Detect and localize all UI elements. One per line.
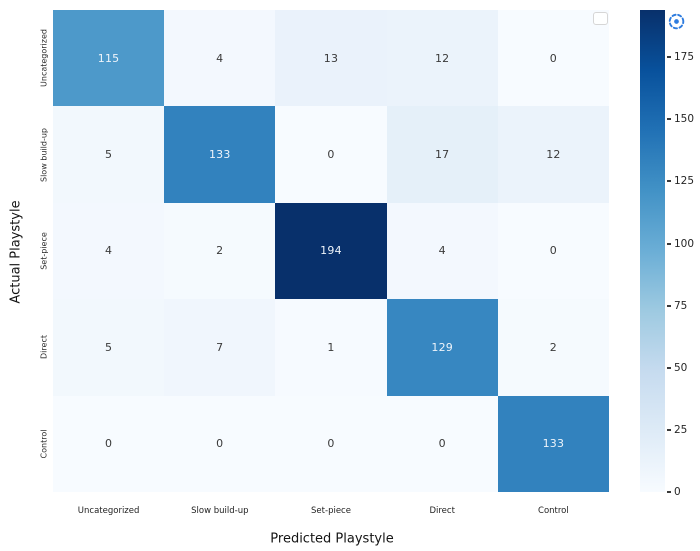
colorbar-tick-label: 125 — [674, 175, 695, 188]
heatmap-cell-value: 0 — [327, 437, 335, 451]
x-tick-label: Control — [538, 506, 569, 516]
colorbar-tick-label: 150 — [674, 113, 695, 126]
heatmap-cell: 133 — [497, 395, 609, 492]
heatmap-cell: 115 — [53, 10, 165, 107]
colorbar-tick-mark — [667, 491, 671, 493]
heatmap-cell-value: 2 — [549, 340, 557, 354]
heatmap-cell: 12 — [386, 10, 498, 107]
colorbar-tick-mark — [667, 56, 671, 59]
heatmap-cell-value: 7 — [216, 340, 224, 354]
heatmap-cell-value: 1 — [327, 340, 335, 354]
heatmap-cell-value: 13 — [323, 51, 339, 65]
colorbar-tick-mark — [667, 428, 671, 431]
heatmap-cell: 0 — [53, 395, 165, 492]
image-loading-icon — [668, 13, 685, 30]
y-axis-title: Actual Playstyle — [8, 200, 24, 304]
y-tick-label: Slow build-up — [39, 127, 49, 182]
heatmap-plot-area: 115 4 13 12 0 5 133 0 17 12 4 2 194 4 0 5 7 1 129 2 0 0 0 0 133 — [53, 10, 609, 492]
heatmap-cell: 0 — [275, 106, 387, 203]
heatmap-cell: 17 — [386, 106, 498, 203]
heatmap-cell: 13 — [275, 10, 387, 107]
heatmap-cell-value: 133 — [542, 437, 565, 451]
heatmap-cell: 133 — [164, 106, 276, 203]
heatmap-cell: 2 — [164, 202, 276, 300]
heatmap-cell: 0 — [497, 10, 609, 107]
heatmap-cell: 129 — [386, 299, 498, 396]
y-tick-label: Direct — [39, 335, 49, 360]
heatmap-cell: 5 — [53, 106, 165, 203]
heatmap-cell-value: 115 — [97, 51, 120, 65]
heatmap-cell-value: 133 — [208, 148, 231, 162]
heatmap-cell: 1 — [275, 299, 387, 396]
colorbar-tick-label: 25 — [674, 423, 688, 436]
heatmap-cell: 4 — [164, 10, 276, 107]
x-tick-label: Slow build-up — [191, 506, 249, 516]
heatmap-cell-value: 5 — [104, 340, 113, 354]
colorbar — [640, 10, 665, 492]
heatmap-cell: 12 — [497, 106, 609, 203]
heatmap-cell: 4 — [53, 202, 165, 300]
heatmap-cell-value: 0 — [104, 437, 113, 451]
heatmap-cell-value: 12 — [546, 148, 561, 162]
colorbar-tick-label: 50 — [674, 361, 688, 374]
colorbar-tick-label: 100 — [674, 237, 695, 250]
colorbar-tick-label: 175 — [674, 51, 695, 64]
heatmap-cell: 0 — [497, 202, 609, 300]
heatmap-cell-value: 0 — [549, 244, 557, 258]
heatmap-cell-value: 2 — [216, 244, 224, 258]
heatmap-cell: 194 — [275, 202, 387, 300]
heatmap-cell: 5 — [53, 299, 165, 396]
heatmap-cell: 4 — [386, 202, 498, 300]
y-tick-label: Uncategorized — [39, 29, 49, 88]
colorbar-tick-mark — [667, 304, 671, 307]
colorbar-tick-label: 75 — [674, 299, 688, 312]
heatmap-cell-value: 4 — [104, 244, 113, 258]
heatmap-cell-value: 194 — [320, 244, 342, 258]
colorbar-tick-mark — [667, 118, 671, 121]
heatmap-cell: 0 — [386, 395, 498, 492]
heatmap-cell-value: 17 — [434, 148, 450, 162]
x-axis-title: Predicted Playstyle — [270, 531, 394, 547]
heatmap-cell-value: 5 — [104, 148, 113, 162]
heatmap-cell-value: 0 — [438, 437, 446, 451]
y-tick-label: Set-piece — [39, 232, 49, 270]
heatmap-cell-value: 4 — [438, 244, 446, 258]
x-tick-label: Uncategorized — [77, 506, 140, 516]
x-tick-label: Direct — [429, 506, 455, 516]
y-tick-label: Control — [39, 429, 49, 459]
heatmap-cell-value: 0 — [327, 148, 335, 162]
heatmap-cell-value: 0 — [216, 437, 224, 451]
colorbar-tick-mark — [667, 366, 671, 369]
x-tick-label: Set-piece — [311, 506, 351, 516]
heatmap-cell-value: 129 — [431, 340, 453, 354]
colorbar-tick-label: 0 — [674, 486, 681, 498]
heatmap-cell: 2 — [497, 299, 609, 396]
heatmap-cell: 7 — [164, 299, 276, 396]
heatmap-cell: 0 — [275, 395, 387, 492]
empty-legend-box — [593, 12, 608, 25]
heatmap-cell-value: 4 — [216, 51, 224, 65]
colorbar-tick-mark — [667, 180, 671, 183]
heatmap-cell: 0 — [164, 395, 276, 492]
heatmap-cell-value: 0 — [549, 51, 557, 65]
heatmap-cell-value: 12 — [434, 51, 450, 65]
colorbar-tick-mark — [667, 242, 671, 245]
